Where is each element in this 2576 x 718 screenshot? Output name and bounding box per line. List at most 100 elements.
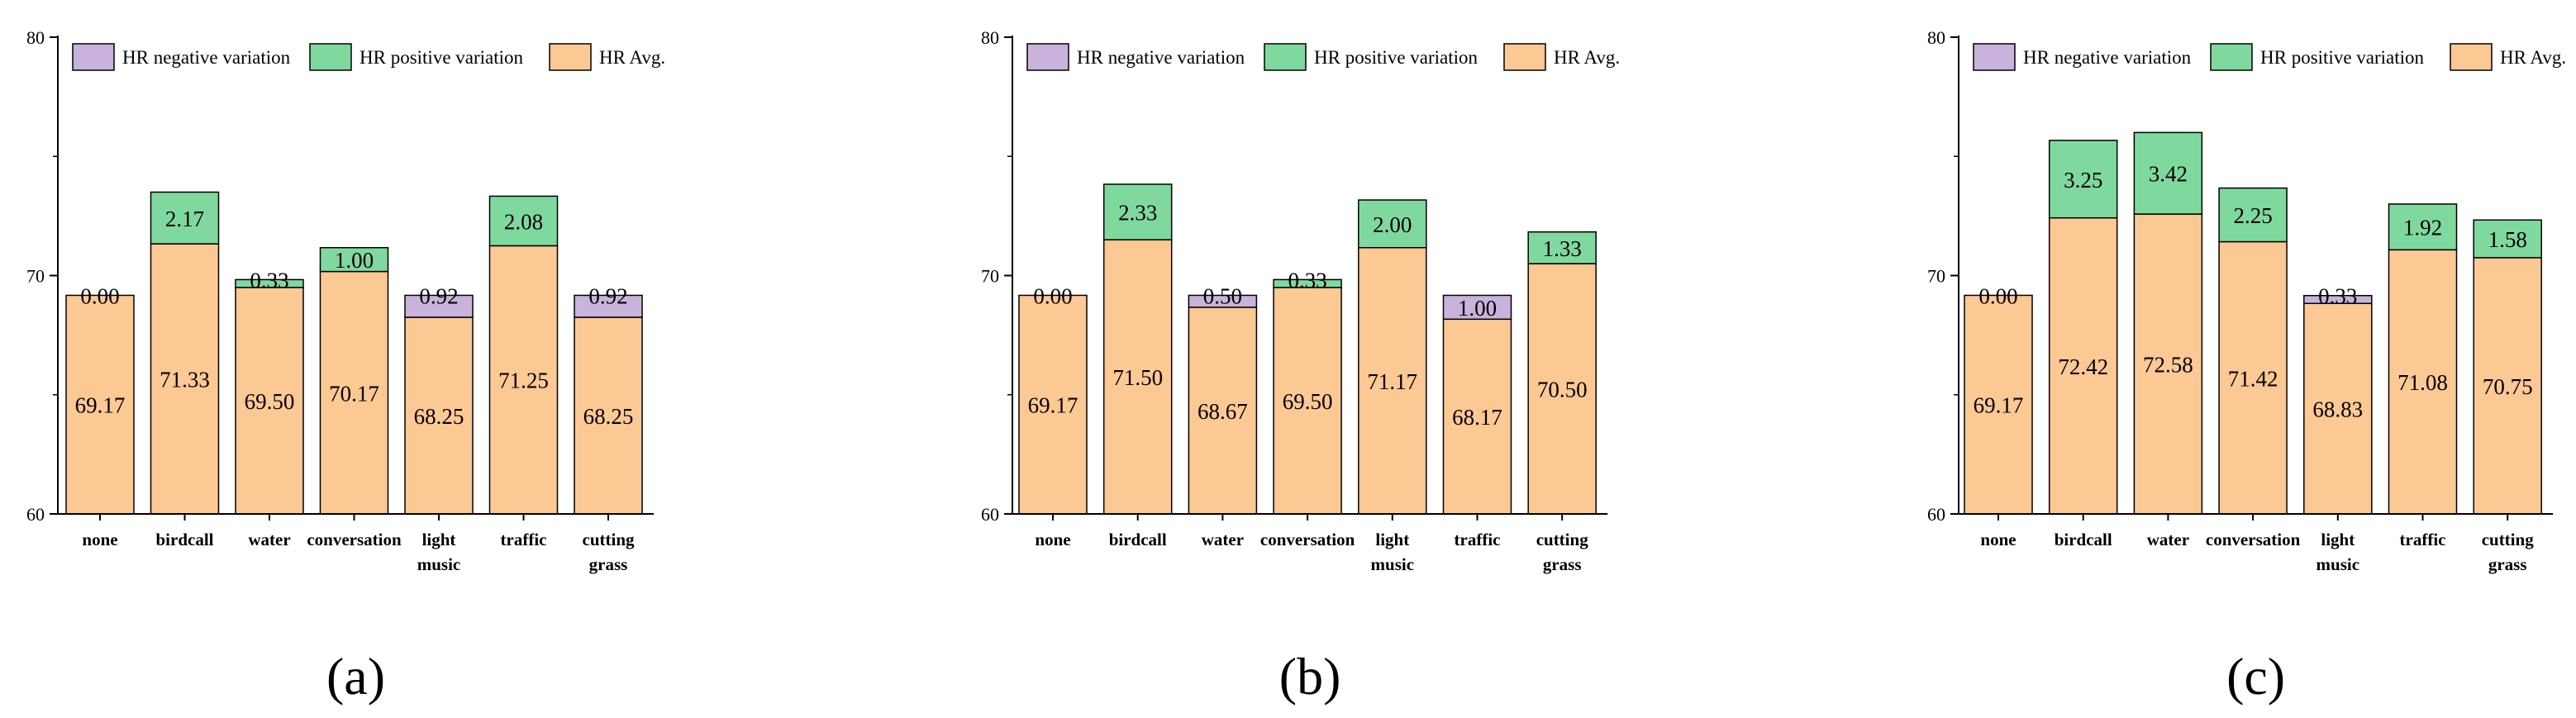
chart-panel-c: 69.17 0.00 none 72.42 3.25 birdcall 72.58 3.42 w… bbox=[1927, 27, 2566, 706]
y-tick-label: 70 bbox=[981, 266, 999, 287]
variation-value-label: 0.00 bbox=[1033, 283, 1072, 308]
variation-value-label: 0.33 bbox=[2318, 284, 2357, 309]
y-tick-label: 80 bbox=[1927, 27, 1945, 48]
bar-negative-variation bbox=[1188, 294, 1258, 308]
legend-label: HR Avg. bbox=[599, 47, 665, 68]
chart-panel-b: 69.17 0.00 none 71.50 2.33 birdcall 68.67 0.50 w… bbox=[981, 27, 1620, 706]
bar-avg bbox=[2133, 213, 2203, 515]
variation-value-label: 1.92 bbox=[2403, 216, 2442, 240]
bar-negative-variation bbox=[1442, 294, 1512, 321]
legend-swatch bbox=[2210, 43, 2253, 71]
avg-value-label: 71.08 bbox=[2397, 370, 2448, 395]
variation-value-label: 0.92 bbox=[419, 283, 458, 308]
category-label: cutting bbox=[1536, 530, 1589, 549]
legend-swatch bbox=[1026, 43, 1069, 71]
category-label: water bbox=[2147, 530, 2189, 549]
legend-label: HR negative variation bbox=[2023, 47, 2192, 68]
legend-label: HR positive variation bbox=[1314, 47, 1478, 68]
avg-value-label: 72.42 bbox=[2058, 354, 2108, 379]
category-label: none bbox=[82, 530, 117, 549]
bar-negative-variation bbox=[2303, 294, 2373, 305]
bar-avg bbox=[1358, 246, 1427, 515]
category-label: none bbox=[1980, 530, 2016, 549]
variation-value-label: 0.33 bbox=[1288, 268, 1326, 292]
avg-value-label: 70.17 bbox=[329, 381, 379, 406]
legend: HR negative variation HR positive variati… bbox=[1973, 43, 2566, 71]
bar-avg bbox=[1442, 318, 1512, 515]
avg-value-label: 69.17 bbox=[1974, 393, 2024, 418]
category-label: cutting bbox=[583, 530, 636, 549]
bar-avg bbox=[1964, 294, 2033, 515]
variation-value-label: 1.33 bbox=[1543, 236, 1582, 261]
variation-value-label: 3.25 bbox=[2064, 168, 2102, 193]
bar-avg bbox=[1188, 307, 1258, 515]
legend-label: HR Avg. bbox=[1554, 47, 1620, 68]
avg-value-label: 69.50 bbox=[245, 389, 295, 414]
variation-value-label: 0.92 bbox=[588, 283, 627, 308]
avg-value-label: 70.75 bbox=[2483, 374, 2533, 399]
legend-swatch bbox=[309, 43, 352, 71]
y-tick-label: 80 bbox=[26, 27, 45, 48]
legend-label: HR positive variation bbox=[2260, 47, 2425, 68]
bar-avg bbox=[574, 316, 643, 515]
variation-value-label: 2.25 bbox=[2233, 203, 2272, 228]
category-label: traffic bbox=[1455, 530, 1501, 549]
avg-value-label: 71.42 bbox=[2228, 366, 2278, 391]
bar-avg bbox=[1527, 263, 1597, 515]
bar-positive-variation bbox=[150, 191, 220, 245]
category-label: music bbox=[2316, 554, 2360, 574]
avg-value-label: 68.67 bbox=[1198, 399, 1248, 424]
bar-avg bbox=[488, 245, 559, 515]
y-tick-label: 60 bbox=[981, 504, 999, 525]
variation-value-label: 3.42 bbox=[2149, 162, 2188, 187]
bar-avg bbox=[235, 287, 304, 515]
bar-positive-variation bbox=[319, 246, 389, 273]
bar-positive-variation bbox=[2388, 203, 2458, 251]
avg-value-label: 71.17 bbox=[1367, 369, 1417, 394]
category-label: birdcall bbox=[1109, 530, 1167, 549]
bar-avg bbox=[2473, 257, 2542, 515]
bar-positive-variation bbox=[235, 278, 304, 288]
panel-label: (b) bbox=[1279, 647, 1341, 706]
category-label: grass bbox=[1543, 554, 1582, 574]
category-label: traffic bbox=[2400, 530, 2446, 549]
category-label: grass bbox=[589, 554, 628, 574]
bar-positive-variation bbox=[2133, 131, 2203, 215]
bar-avg bbox=[1102, 239, 1173, 515]
avg-value-label: 70.50 bbox=[1537, 378, 1588, 402]
legend-swatch bbox=[549, 43, 592, 71]
category-label: light bbox=[1375, 530, 1409, 549]
category-label: grass bbox=[2488, 554, 2527, 574]
bar-positive-variation bbox=[1102, 183, 1173, 240]
panel-label: (c) bbox=[2226, 647, 2285, 706]
avg-value-label: 71.25 bbox=[498, 369, 549, 393]
variation-value-label: 2.33 bbox=[1118, 201, 1157, 226]
variation-value-label: 1.58 bbox=[2488, 227, 2527, 252]
variation-value-label: 0.33 bbox=[250, 268, 288, 292]
category-label: traffic bbox=[501, 530, 547, 549]
avg-value-label: 71.50 bbox=[1112, 365, 1163, 390]
category-label: light bbox=[2321, 530, 2355, 549]
category-label: music bbox=[1371, 554, 1415, 574]
category-label: birdcall bbox=[155, 530, 213, 549]
avg-value-label: 68.83 bbox=[2312, 397, 2363, 422]
bar-positive-variation bbox=[488, 195, 559, 247]
category-label: conversation bbox=[2206, 530, 2301, 549]
y-tick-label: 60 bbox=[26, 504, 45, 525]
legend-swatch bbox=[1264, 43, 1307, 71]
avg-value-label: 68.25 bbox=[583, 404, 634, 429]
bar-positive-variation bbox=[1273, 278, 1342, 288]
category-label: light bbox=[422, 530, 456, 549]
category-label: water bbox=[1202, 530, 1244, 549]
y-tick-label: 70 bbox=[26, 266, 45, 287]
category-label: birdcall bbox=[2055, 530, 2112, 549]
legend-swatch bbox=[2450, 43, 2493, 71]
bar-avg bbox=[65, 294, 135, 515]
category-label: water bbox=[248, 530, 290, 549]
avg-value-label: 71.33 bbox=[160, 368, 210, 392]
bar-positive-variation bbox=[2473, 219, 2542, 259]
variation-value-label: 1.00 bbox=[1458, 296, 1497, 321]
category-label: music bbox=[417, 554, 461, 574]
bar-negative-variation bbox=[404, 294, 474, 318]
avg-value-label: 72.58 bbox=[2143, 353, 2193, 378]
